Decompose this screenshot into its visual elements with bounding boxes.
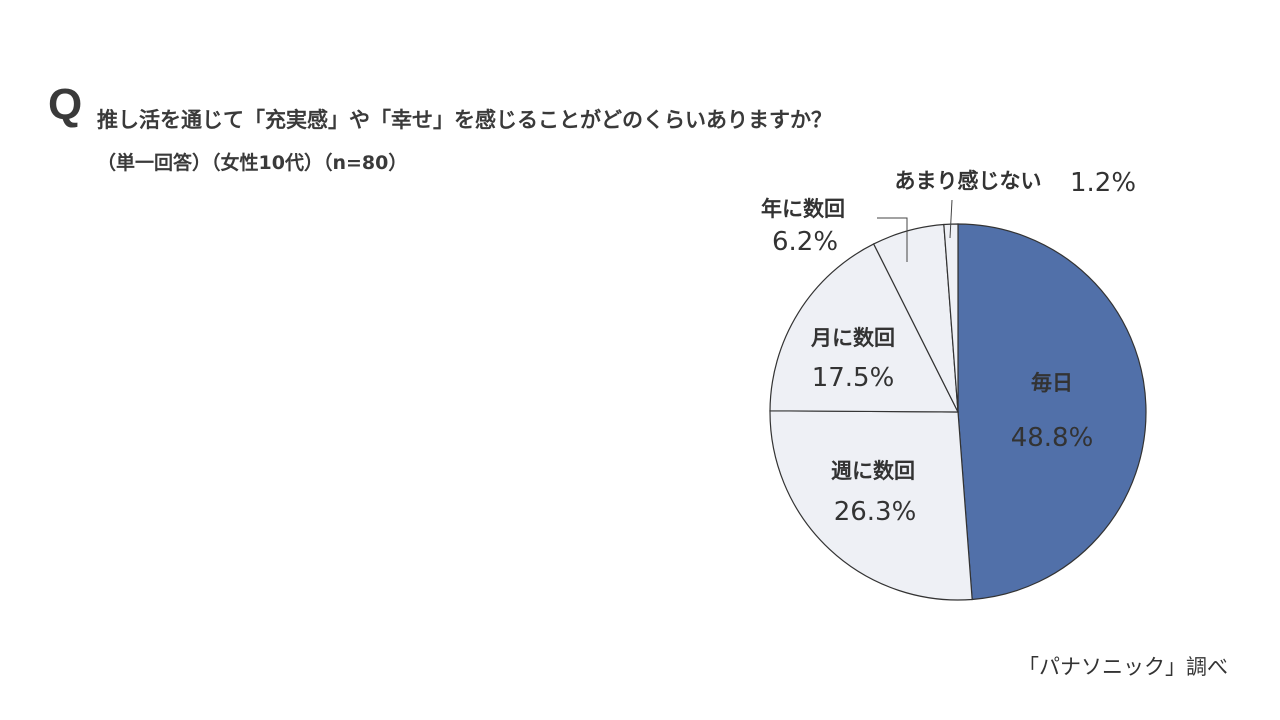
slice-label-0: 毎日 — [1031, 371, 1073, 395]
pie-slice-0 — [957, 223, 1147, 601]
survey-note: （単一回答）（女性10代）（n=80） — [97, 152, 408, 174]
slice-label-3: 年に数回 — [761, 197, 845, 221]
pie-slice-1 — [769, 410, 973, 601]
leader-line-4 — [949, 199, 953, 239]
question-text: 推し活を通じて「充実感」や「幸せ」を感じることがどのくらいありますか？ — [97, 108, 832, 132]
slice-label-4: あまり感じない — [895, 169, 1042, 193]
source-credit: 「パナソニック」調べ — [1018, 655, 1228, 679]
leader-line-3 — [877, 217, 908, 262]
slice-value-0: 48.8% — [1011, 423, 1094, 453]
slice-value-2: 17.5% — [812, 363, 895, 393]
slice-value-3: 6.2% — [772, 227, 838, 257]
slice-label-1: 週に数回 — [831, 459, 915, 483]
pie-slice-2 — [769, 243, 959, 413]
slice-value-1: 26.3% — [834, 497, 917, 527]
question-mark-q: Q — [48, 80, 83, 129]
slice-value-4: 1.2% — [1070, 168, 1136, 198]
slice-label-2: 月に数回 — [810, 326, 895, 350]
